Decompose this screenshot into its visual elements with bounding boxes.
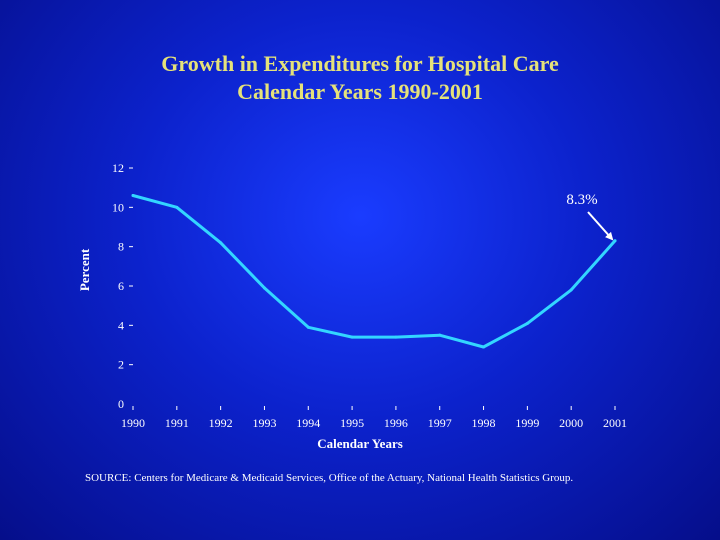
x-tick-label: 1995: [340, 416, 364, 430]
chart-title-block: Growth in Expenditures for Hospital Care…: [0, 50, 720, 106]
data-point-2001: [613, 239, 617, 243]
x-axis: 1990 1991 1992 1993 1994 1995 1996 1997 1998 1999…: [121, 406, 627, 430]
data-point-1990: [131, 194, 135, 198]
y-tick-label: 2: [118, 358, 124, 372]
x-tick-label: 1990: [121, 416, 145, 430]
x-tick-label: 1996: [384, 416, 408, 430]
data-point-1994: [306, 325, 310, 329]
y-tick-label: 4: [118, 318, 124, 332]
x-tick-label: 1999: [515, 416, 539, 430]
y-axis-label: Percent: [77, 248, 92, 291]
chart-subtitle: Calendar Years 1990-2001: [237, 79, 483, 104]
data-point-1992: [219, 241, 223, 245]
chart-title: Growth in Expenditures for Hospital Care: [161, 51, 559, 76]
x-tick-label: 1991: [165, 416, 189, 430]
series-line: [131, 194, 617, 349]
annotation-arrow: [587, 211, 614, 241]
x-tick-label: 1994: [296, 416, 320, 430]
y-tick-label: 10: [112, 200, 124, 214]
y-tick-label: 12: [112, 161, 124, 175]
x-axis-label: Calendar Years: [317, 436, 403, 451]
y-axis: 0 2 4 6 8 10 12: [112, 161, 133, 411]
data-point-1995: [350, 335, 354, 339]
y-tick-label: 0: [118, 397, 124, 411]
data-point-1993: [262, 286, 266, 290]
annotation-label: 8.3%: [566, 192, 597, 208]
data-point-1996: [394, 335, 398, 339]
source-note: SOURCE: Centers for Medicare & Medicaid …: [85, 472, 574, 484]
x-tick-label: 2001: [603, 416, 627, 430]
x-tick-label: 1998: [472, 416, 496, 430]
x-tick-label: 1992: [209, 416, 233, 430]
data-point-1997: [438, 333, 442, 337]
data-point-1991: [175, 205, 179, 209]
x-tick-label: 2000: [559, 416, 583, 430]
x-tick-label: 1997: [428, 416, 452, 430]
data-point-1999: [525, 321, 529, 325]
data-point-2000: [569, 288, 573, 292]
x-tick-label: 1993: [252, 416, 276, 430]
data-point-1998: [482, 345, 486, 349]
y-tick-label: 8: [118, 240, 124, 254]
y-tick-label: 6: [118, 279, 124, 293]
